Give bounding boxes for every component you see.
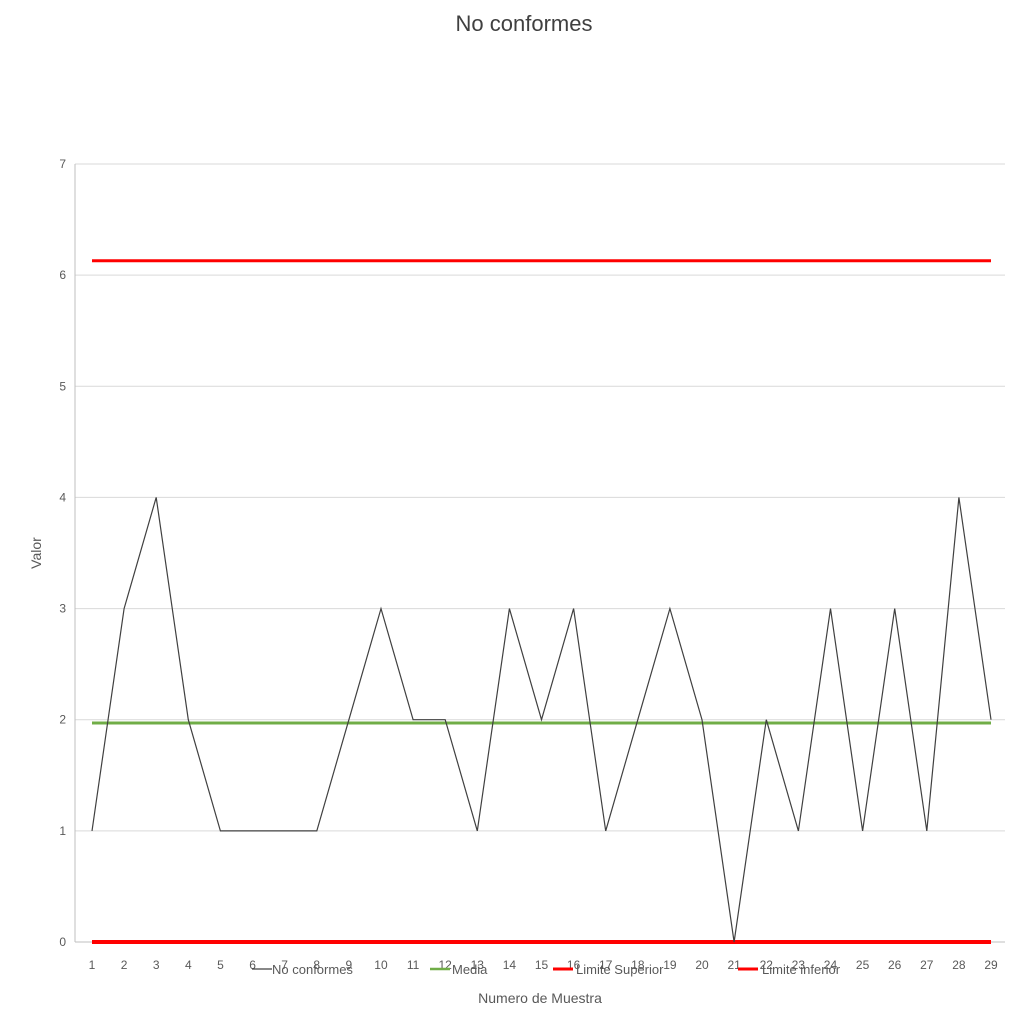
x-tick-label: 5	[217, 958, 224, 972]
x-tick-label: 11	[407, 958, 420, 972]
x-tick-label: 26	[888, 958, 902, 972]
x-tick-label: 8	[313, 958, 320, 972]
legend-item: Limite Superior	[553, 962, 664, 977]
x-tick-label: 10	[374, 958, 388, 972]
legend-item: No conformes	[252, 962, 353, 977]
legend-label: No conformes	[272, 962, 353, 977]
y-tick-label: 2	[59, 713, 66, 727]
x-tick-label: 14	[503, 958, 517, 972]
legend-label: Limite inferior	[762, 962, 841, 977]
y-tick-label: 5	[59, 379, 66, 393]
x-tick-label: 7	[281, 958, 288, 972]
x-tick-label: 21	[727, 958, 741, 972]
x-axis-label: Numero de Muestra	[478, 990, 602, 1006]
x-tick-label: 22	[760, 958, 774, 972]
x-tick-label: 20	[695, 958, 709, 972]
y-tick-label: 7	[59, 157, 66, 171]
gridlines	[75, 163, 1005, 832]
x-tick-label: 27	[920, 958, 934, 972]
y-axis-label: Valor	[28, 537, 44, 569]
x-tick-label: 28	[952, 958, 966, 972]
x-tick-label: 6	[249, 958, 256, 972]
x-tick-label: 24	[824, 958, 838, 972]
x-tick-label: 13	[471, 958, 485, 972]
x-tick-label: 4	[185, 958, 192, 972]
legend-item: Media	[430, 962, 488, 977]
x-tick-label: 15	[535, 958, 549, 972]
legend: No conformes Media Limite Superior Limite i…	[252, 962, 841, 977]
chart-title: No conformes	[456, 11, 593, 36]
y-tick-label: 3	[59, 602, 66, 616]
x-tick-label: 23	[792, 958, 806, 972]
x-tick-label: 18	[631, 958, 645, 972]
x-tick-label: 25	[856, 958, 870, 972]
legend-item: Limite inferior	[738, 962, 841, 977]
y-tick-label: 6	[59, 268, 66, 282]
series-line-no-conformes	[91, 497, 992, 943]
x-tick-label: 3	[153, 958, 160, 972]
x-tick-label: 2	[121, 958, 128, 972]
x-tick-label: 1	[89, 958, 96, 972]
legend-label: Limite Superior	[576, 962, 664, 977]
x-tick-label: 9	[346, 958, 353, 972]
series-lines	[91, 259, 992, 944]
y-tick-label: 4	[59, 490, 66, 504]
x-tick-label: 17	[599, 958, 613, 972]
y-tick-label: 0	[59, 935, 66, 949]
x-tick-label: 19	[663, 958, 677, 972]
legend-label: Media	[452, 962, 488, 977]
y-tick-label: 1	[59, 824, 66, 838]
x-tick-label: 29	[984, 958, 998, 972]
